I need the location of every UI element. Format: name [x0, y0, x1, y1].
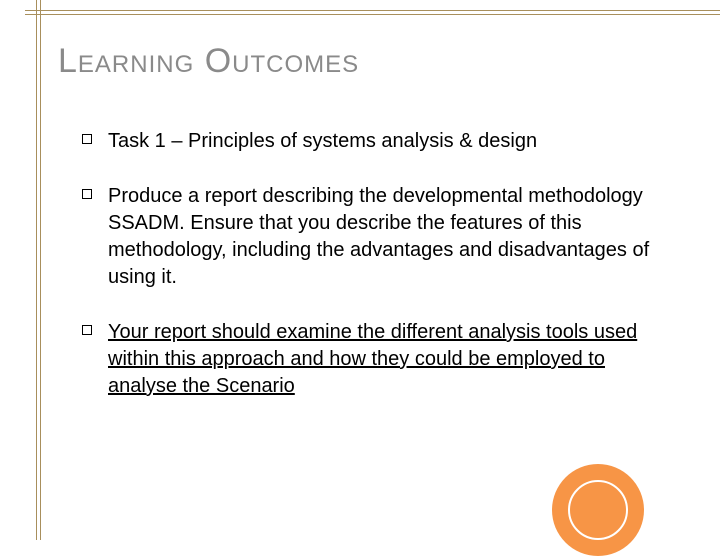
- bullet-marker: [82, 134, 92, 144]
- accent-circle-inner: [568, 480, 628, 540]
- horizontal-rule-2: [25, 14, 720, 15]
- bullet-marker: [82, 189, 92, 199]
- bullet-marker: [82, 325, 92, 335]
- horizontal-rule-1: [25, 10, 720, 11]
- slide-title: Learning Outcomes: [58, 42, 359, 81]
- bullet-list: Task 1 – Principles of systems analysis …: [82, 128, 660, 400]
- list-item-text: Your report should examine the different…: [108, 319, 660, 400]
- list-item: Your report should examine the different…: [82, 319, 660, 400]
- list-item-text: Produce a report describing the developm…: [108, 183, 660, 291]
- list-item: Produce a report describing the developm…: [82, 183, 660, 291]
- vertical-rule-1: [36, 0, 37, 540]
- list-item-text: Task 1 – Principles of systems analysis …: [108, 128, 660, 155]
- vertical-rule-2: [40, 0, 41, 540]
- list-item: Task 1 – Principles of systems analysis …: [82, 128, 660, 155]
